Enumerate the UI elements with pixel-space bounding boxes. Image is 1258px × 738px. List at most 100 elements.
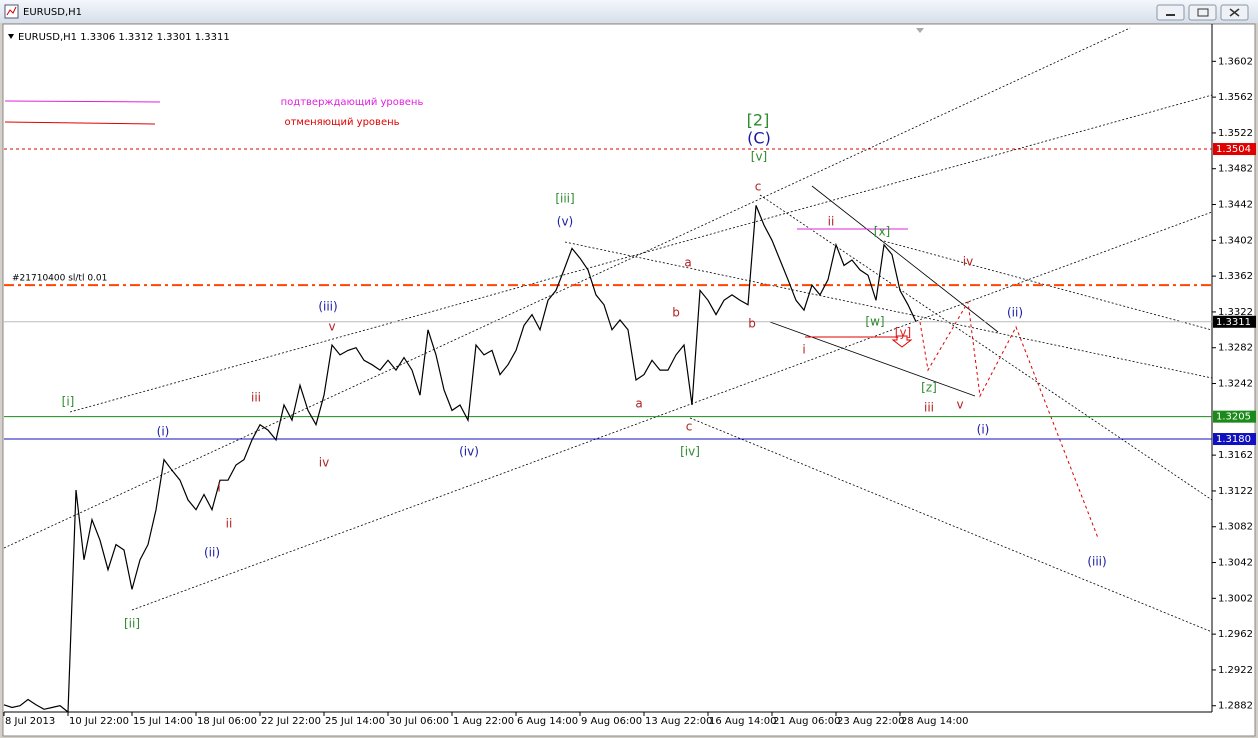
x-tick-label: 16 Aug 14:00	[709, 716, 776, 727]
y-tick-label: 1.3162	[1218, 450, 1253, 461]
x-tick-label: 21 Aug 06:00	[773, 716, 840, 727]
y-tick-label: 1.3602	[1218, 56, 1253, 67]
wave-label: (iv)	[459, 445, 479, 459]
wave-label: b	[672, 306, 680, 320]
level-price-box	[1213, 315, 1256, 328]
y-tick-label: 1.3082	[1218, 522, 1253, 533]
wave-label: (C)	[747, 129, 771, 148]
low: 1.3301	[157, 32, 192, 43]
level-price-box	[1213, 410, 1256, 423]
cancel-level-sample	[4, 121, 156, 125]
channel-line	[3, 27, 1131, 549]
x-tick-label: 9 Aug 06:00	[581, 716, 642, 727]
open: 1.3306	[80, 32, 115, 43]
x-tick-label: 18 Jul 06:00	[197, 716, 257, 727]
wedge-line	[811, 185, 999, 333]
trend-lines	[3, 27, 1213, 633]
wave-label: iv	[963, 255, 973, 269]
title-bar	[0, 0, 1258, 23]
chart-frame	[2, 23, 1256, 737]
wave-label: [y]	[895, 326, 911, 340]
x-tick-label: 10 Jul 22:00	[69, 716, 129, 727]
channel-line	[759, 194, 1213, 501]
y-tick-label: 1.2962	[1218, 629, 1253, 640]
wave-label: [x]	[874, 225, 890, 239]
window-buttons	[1156, 4, 1249, 21]
confirm-level-sample	[4, 100, 161, 103]
x-tick-label: 30 Jul 06:00	[389, 716, 449, 727]
wave-label: (iii)	[318, 300, 337, 314]
close-icon	[1229, 8, 1240, 17]
channel-line	[69, 94, 1213, 413]
level-price-label: 1.3504	[1216, 144, 1251, 155]
restore-icon	[1197, 8, 1209, 17]
price-line	[3, 205, 917, 714]
wave-label: [z]	[921, 381, 937, 395]
wave-label: a	[684, 256, 691, 270]
projection-path	[919, 300, 1099, 539]
x-tick-label: 28 Aug 14:00	[901, 716, 968, 727]
level-note: #21710400 sl/tl 0.01	[12, 274, 107, 284]
wave-label: [iv]	[680, 445, 700, 459]
x-tick-label: 1 Aug 22:00	[453, 716, 514, 727]
wave-label: [iii]	[555, 192, 574, 206]
level-price-box	[1213, 433, 1256, 446]
y-tick-label: 1.3562	[1218, 92, 1253, 103]
y-tick-label: 1.3042	[1218, 558, 1253, 569]
y-tick-label: 1.3522	[1218, 128, 1253, 139]
header-arrow	[8, 34, 14, 39]
x-tick-label: 23 Aug 22:00	[837, 716, 904, 727]
close: 1.3311	[195, 32, 230, 43]
wave-label: [i]	[62, 395, 75, 409]
y-tick-label: 1.3122	[1218, 486, 1253, 497]
wave-label: отменяющий уровень	[284, 117, 399, 128]
level-price-label: 1.3311	[1216, 317, 1251, 328]
wave-label: (i)	[977, 423, 990, 437]
wave-label: (v)	[557, 215, 573, 229]
wave-label: iii	[924, 401, 934, 415]
y-tick-label: 1.3482	[1218, 164, 1253, 175]
wave-label: [w]	[865, 315, 884, 329]
wave-label: (i)	[157, 425, 170, 439]
wave-label: подтверждающий уровень	[281, 97, 424, 108]
restore-button[interactable]	[1188, 4, 1217, 21]
y-tick-label: 1.3242	[1218, 379, 1253, 390]
x-tick-label: 8 Jul 2013	[5, 716, 55, 727]
window-icon-graph	[6, 6, 17, 16]
y-tick-label: 1.2882	[1218, 701, 1253, 712]
high: 1.3312	[118, 32, 153, 43]
y-tick-label: 1.3282	[1218, 343, 1253, 354]
channel-line	[879, 239, 1213, 331]
y-tick-label: 1.3402	[1218, 235, 1253, 246]
wave-label: v	[328, 320, 335, 334]
wave-label: a	[635, 397, 642, 411]
wave-label: i	[802, 343, 805, 357]
chart-header: EURUSD,H1 1.3306 1.3312 1.3301 1.3311	[18, 32, 230, 43]
wave-label: (ii)	[204, 546, 220, 560]
minimize-button[interactable]	[1156, 4, 1185, 21]
level-price-label: 1.3205	[1216, 412, 1251, 423]
shift-marker	[916, 28, 924, 33]
wave-label: [2]	[747, 111, 770, 130]
y-tick-label: 1.3442	[1218, 200, 1253, 211]
y-tick-label: 1.3002	[1218, 593, 1253, 604]
y-tick-label: 1.3322	[1218, 307, 1253, 318]
y-tick-label: 1.3362	[1218, 271, 1253, 282]
wave-label: b	[748, 317, 756, 331]
x-tick-label: 15 Jul 14:00	[133, 716, 193, 727]
wave-label: ii	[828, 215, 835, 229]
symbol: EURUSD,H1	[18, 32, 77, 43]
y-tick-label: 1.2922	[1218, 665, 1253, 676]
wave-label: c	[755, 180, 762, 194]
wave-label: i	[217, 481, 220, 495]
wave-label: iv	[319, 456, 329, 470]
wave-label: [ii]	[124, 617, 140, 631]
x-tick-label: 6 Aug 14:00	[517, 716, 578, 727]
x-tick-label: 13 Aug 22:00	[645, 716, 712, 727]
wave-label: (ii)	[1007, 306, 1023, 320]
x-tick-label: 22 Jul 22:00	[261, 716, 321, 727]
wave-label: ii	[226, 517, 233, 531]
level-price-label: 1.3180	[1216, 434, 1251, 445]
wave-label: iii	[251, 391, 261, 405]
